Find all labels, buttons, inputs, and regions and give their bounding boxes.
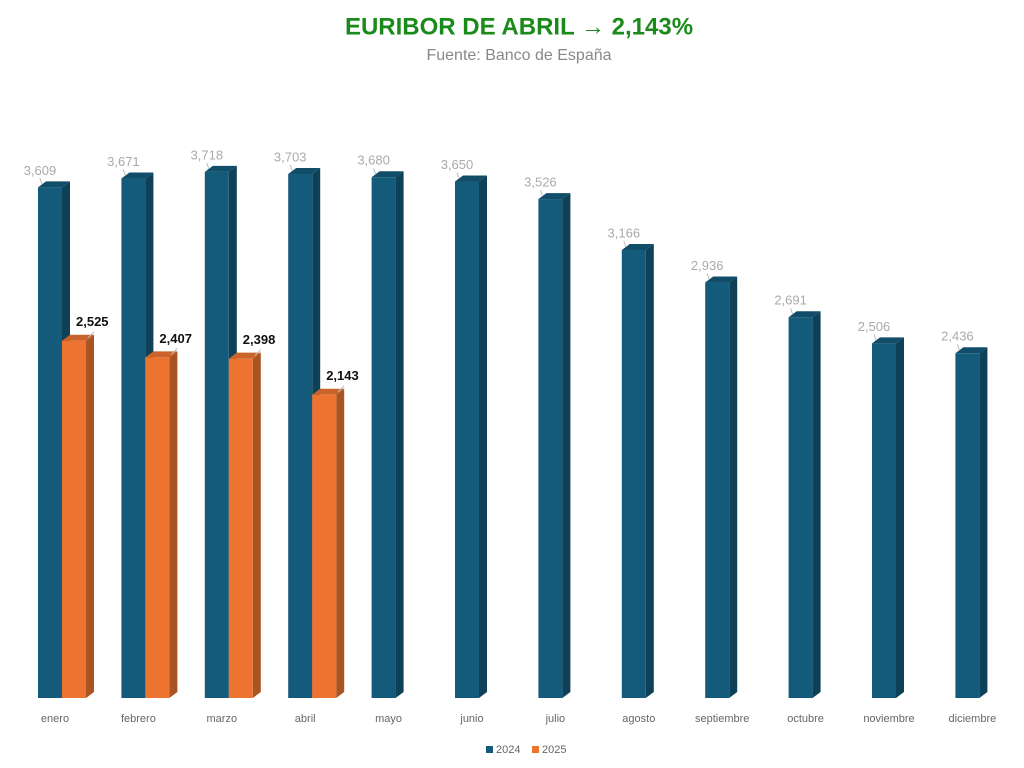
chart-subtitle: Fuente: Banco de España [426, 47, 611, 64]
x-tick-label: marzo [207, 713, 238, 725]
bar [121, 178, 146, 699]
bar [204, 171, 229, 698]
x-tick-label: octubre [787, 713, 824, 725]
chart-title: EURIBOR DE ABRIL → 2,143% [345, 13, 693, 40]
x-tick-label: junio [459, 713, 483, 725]
bar-side [395, 171, 404, 698]
label-leader [206, 162, 210, 170]
bar-top [705, 276, 738, 283]
bar [788, 317, 813, 698]
bar-top [371, 171, 404, 178]
bar [705, 282, 730, 698]
data-label: 2,407 [159, 331, 192, 346]
bar-top [145, 351, 178, 358]
bar-top [872, 337, 904, 344]
label-leader [623, 240, 627, 248]
bar-side [562, 193, 571, 699]
data-label: 3,703 [274, 149, 307, 164]
bar [145, 357, 170, 698]
label-leader [790, 308, 794, 315]
bar-side [479, 175, 487, 698]
data-label: 2,936 [691, 258, 724, 273]
label-leader [337, 385, 345, 393]
bar-top [788, 311, 821, 318]
bar [38, 187, 62, 698]
legend-label: 2024 [496, 744, 520, 756]
label-leader [254, 349, 262, 357]
bar [455, 181, 479, 698]
data-label: 3,680 [357, 153, 390, 168]
x-tick-label: febrero [121, 713, 156, 725]
x-tick-label: abril [295, 713, 316, 725]
bar-top [312, 388, 345, 395]
bar-top [955, 347, 988, 354]
bar-side [979, 347, 988, 698]
label-leader [956, 344, 960, 351]
legend-swatch [532, 746, 539, 753]
x-tick-label: septiembre [695, 713, 749, 725]
data-label: 2,691 [774, 293, 807, 308]
data-label: 2,143 [326, 368, 359, 383]
data-label: 2,398 [243, 332, 276, 347]
bar [538, 199, 563, 699]
bar [621, 250, 646, 699]
legend-swatch [486, 746, 493, 753]
bar-top [455, 175, 487, 182]
bar-side [252, 352, 261, 698]
x-tick-label: diciembre [949, 713, 997, 725]
data-label: 2,506 [858, 319, 891, 334]
bar-side [86, 334, 94, 698]
x-tick-label: noviembre [863, 713, 914, 725]
bar-top [62, 334, 94, 341]
bar [288, 174, 313, 698]
label-leader [122, 169, 126, 176]
bar-top [204, 165, 237, 172]
bar-top [288, 168, 321, 175]
data-label: 3,650 [441, 157, 474, 172]
bar [371, 177, 396, 698]
label-leader [171, 348, 178, 355]
bar-top [621, 244, 654, 251]
bar-side [169, 351, 178, 698]
label-leader [873, 334, 877, 341]
label-leader [456, 172, 460, 179]
bar [955, 353, 980, 698]
bar-top [121, 172, 154, 179]
label-leader [289, 164, 293, 172]
bar [228, 358, 253, 698]
data-label: 3,671 [107, 154, 140, 169]
label-leader [706, 273, 710, 280]
bar-top [38, 181, 70, 188]
bar-side [812, 311, 821, 698]
label-leader [39, 178, 43, 185]
data-label: 3,609 [24, 163, 57, 178]
bar-top [538, 193, 571, 200]
bar-side [336, 388, 345, 698]
bar [312, 394, 337, 698]
bar-side [729, 276, 738, 698]
data-label: 3,166 [608, 225, 641, 240]
label-leader [539, 189, 543, 197]
label-leader [373, 168, 377, 175]
bar-side [896, 337, 904, 698]
data-label: 2,436 [941, 329, 974, 344]
bar-top [228, 352, 261, 359]
x-tick-label: enero [41, 713, 69, 725]
x-tick-label: julio [545, 713, 566, 725]
x-tick-label: agosto [622, 713, 655, 725]
bar [872, 343, 896, 698]
x-tick-label: mayo [375, 713, 402, 725]
data-label: 3,718 [191, 147, 224, 162]
data-label: 2,525 [76, 314, 109, 329]
bar-side [645, 244, 654, 699]
data-label: 3,526 [524, 175, 557, 190]
legend-label: 2025 [542, 744, 566, 756]
label-leader [87, 331, 95, 339]
bar [62, 340, 86, 698]
